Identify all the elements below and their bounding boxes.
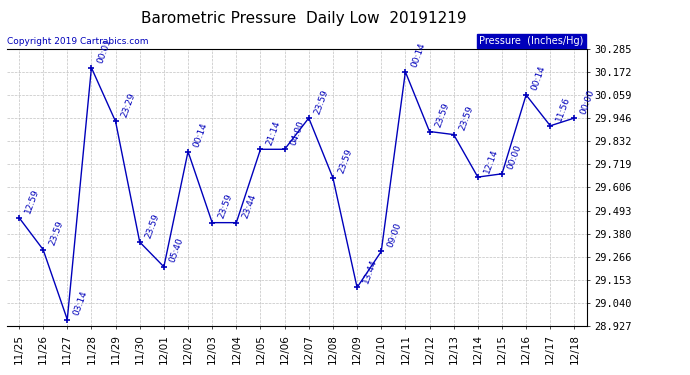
Text: 11:56: 11:56 [555, 96, 572, 123]
Text: 05:40: 05:40 [168, 237, 186, 264]
Text: 00:00: 00:00 [506, 144, 524, 171]
Text: 09:00: 09:00 [386, 221, 403, 249]
Text: 23:44: 23:44 [241, 193, 257, 220]
Text: 03:14: 03:14 [72, 290, 89, 317]
Text: 23:59: 23:59 [458, 105, 475, 132]
Text: 23:29: 23:29 [120, 92, 137, 119]
Text: 00:01: 00:01 [96, 38, 113, 65]
Text: Barometric Pressure  Daily Low  20191219: Barometric Pressure Daily Low 20191219 [141, 11, 466, 26]
Text: 00:14: 00:14 [193, 122, 210, 149]
Text: 00:00: 00:00 [579, 88, 596, 115]
Text: 00:14: 00:14 [410, 42, 427, 69]
Text: 21:14: 21:14 [265, 119, 282, 147]
Text: Pressure  (Inches/Hg): Pressure (Inches/Hg) [480, 36, 584, 46]
Text: 00:14: 00:14 [531, 65, 548, 92]
Text: 23:59: 23:59 [337, 148, 355, 175]
Text: 23:59: 23:59 [217, 193, 234, 220]
Text: 04:00: 04:00 [289, 119, 306, 147]
Text: Copyright 2019 Cartrabics.com: Copyright 2019 Cartrabics.com [7, 37, 148, 46]
Text: 13:44: 13:44 [362, 258, 378, 285]
Text: 23:59: 23:59 [144, 212, 161, 239]
Text: 23:59: 23:59 [434, 102, 451, 129]
Text: 23:59: 23:59 [313, 88, 331, 115]
Text: 12:14: 12:14 [482, 147, 499, 174]
Text: 12:59: 12:59 [23, 188, 41, 215]
Text: 23:59: 23:59 [48, 220, 65, 247]
